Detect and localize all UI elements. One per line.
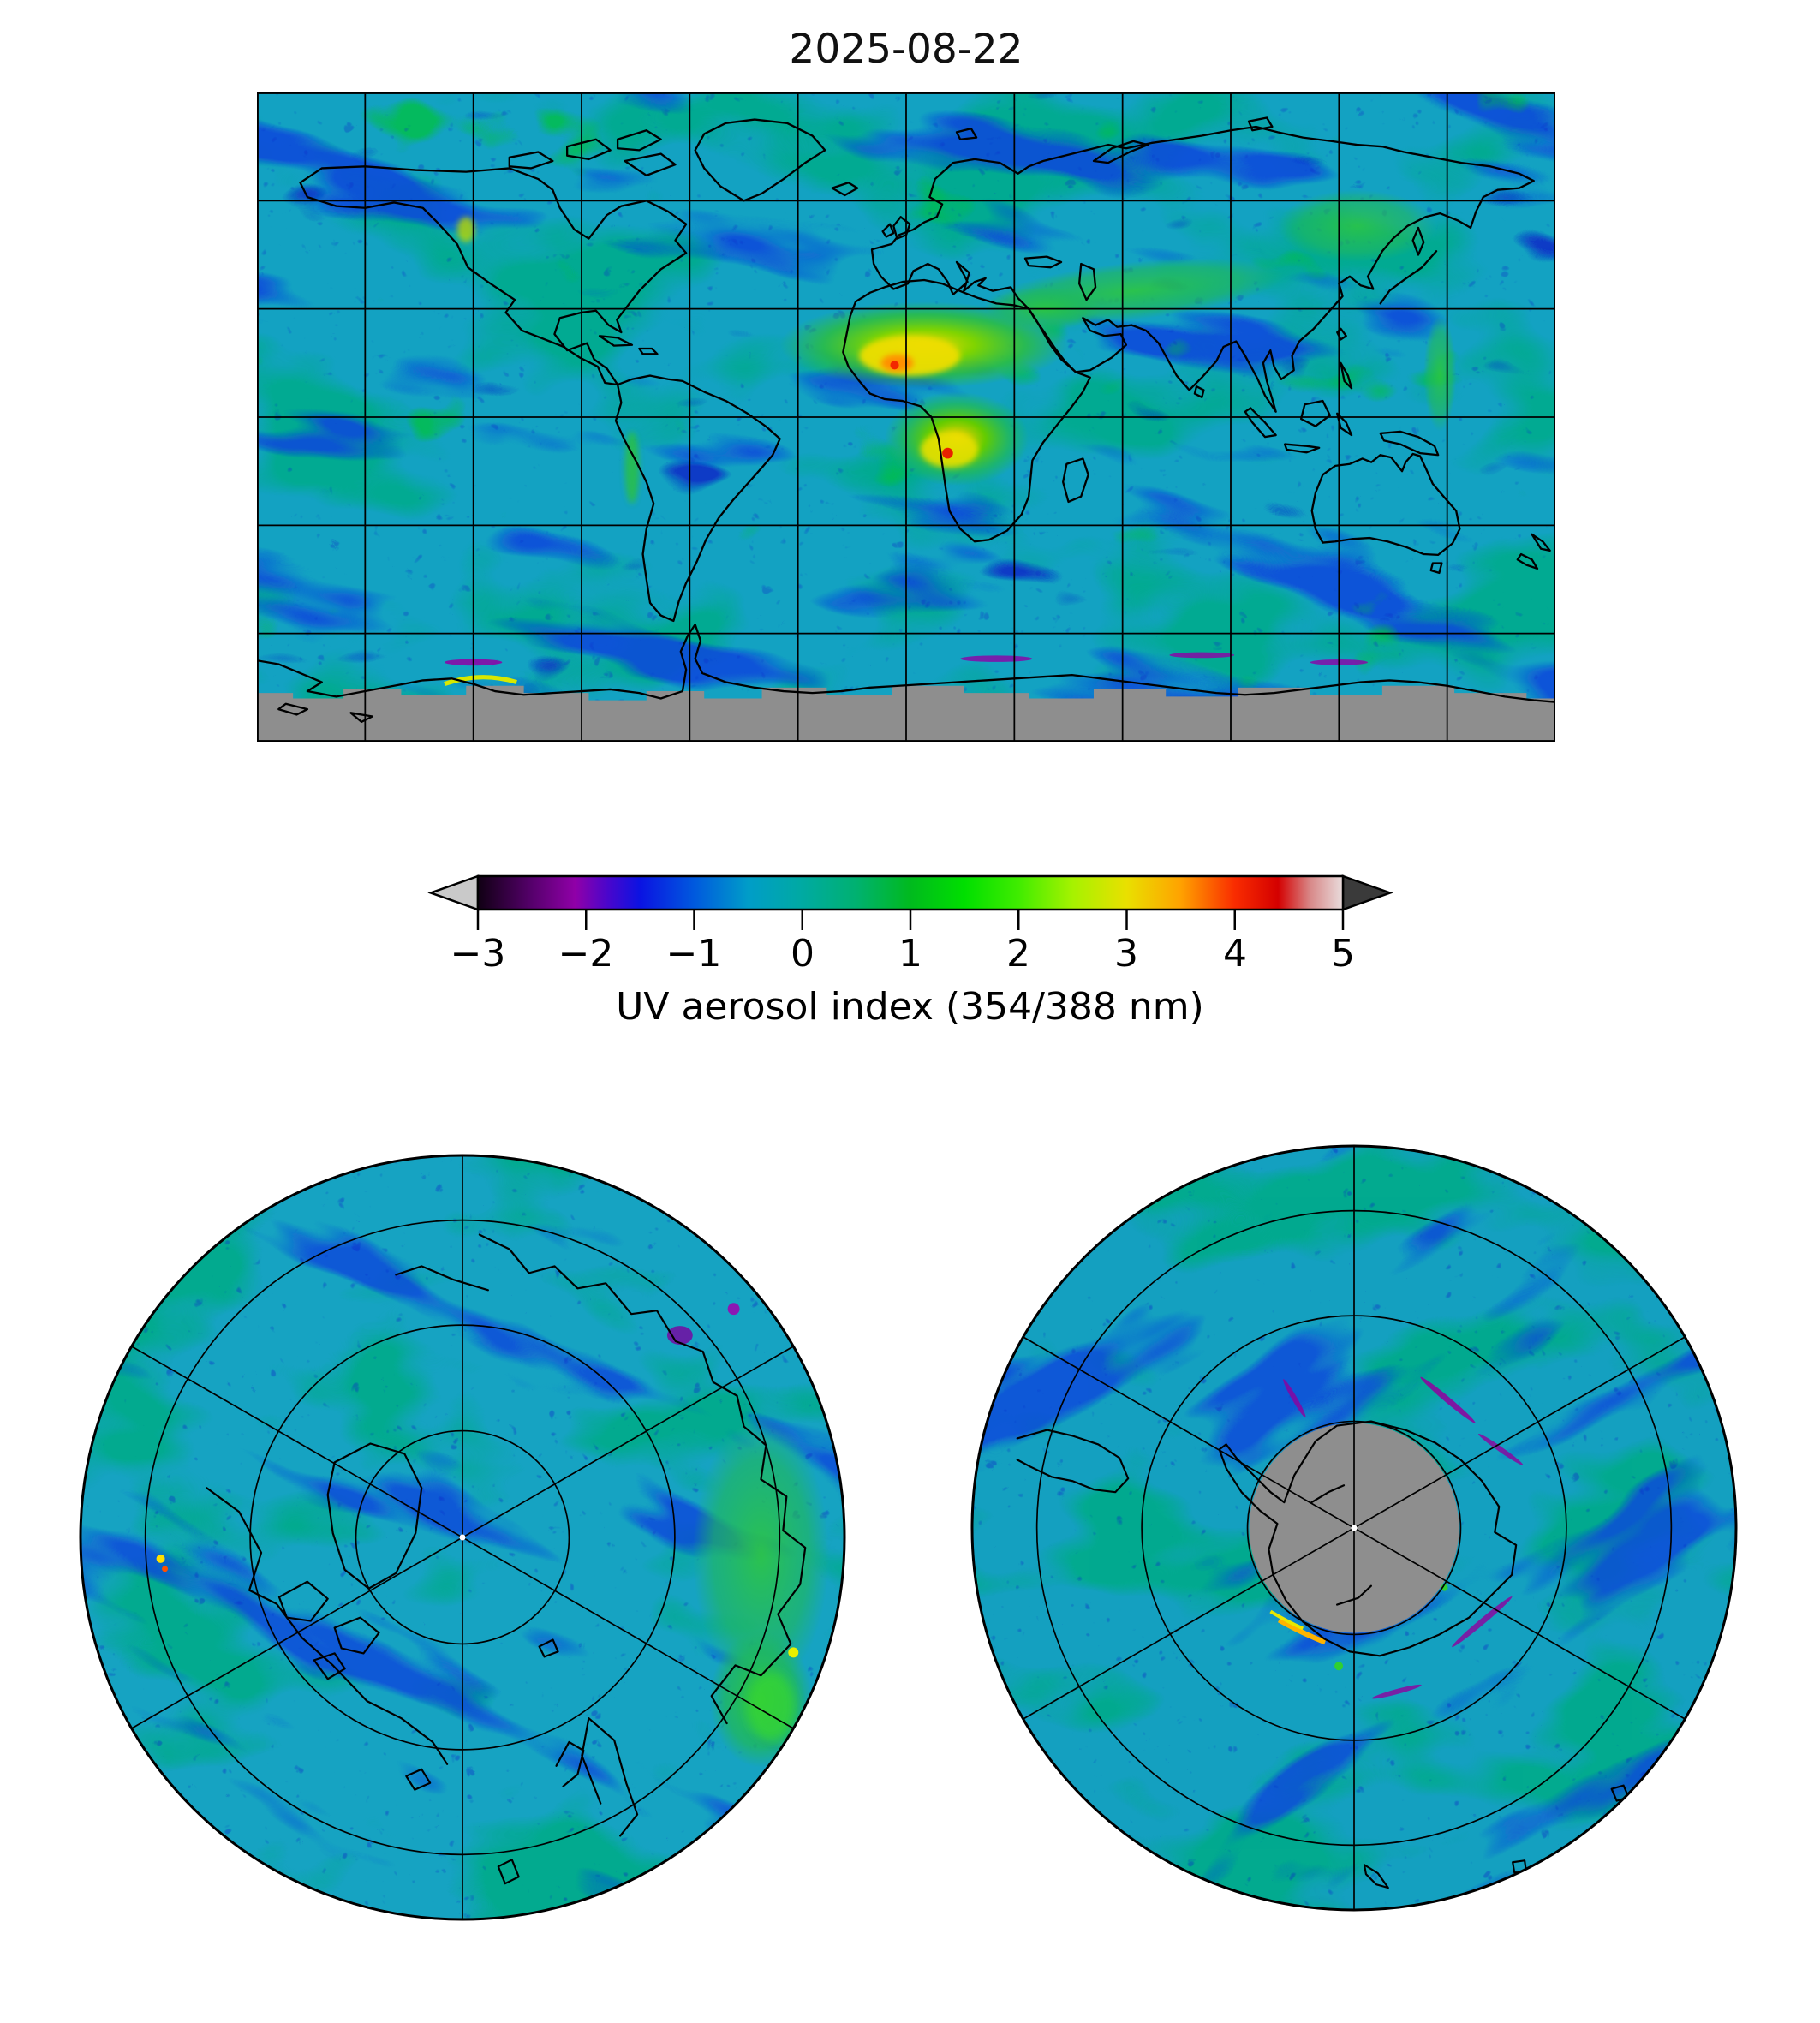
graticule <box>257 92 1555 742</box>
colorbar <box>427 874 1393 930</box>
south-polar-hotspots <box>1269 1376 1524 1699</box>
colorbar-tick-label: −1 <box>665 932 722 976</box>
south-polar-panel <box>970 1144 1738 1912</box>
pole-point <box>459 1534 466 1541</box>
colorbar-over-arrow <box>1341 874 1393 911</box>
colorbar-tick-label: 4 <box>1223 932 1247 976</box>
north-polar-rim <box>79 1154 846 1921</box>
antarctica-outline <box>1218 1420 1518 1657</box>
colorbar-tick-label: 2 <box>1006 932 1030 976</box>
north-polar-coastlines <box>206 1233 807 1885</box>
north-polar-panel <box>79 1154 846 1921</box>
colorbar-gradient-bar <box>476 874 1345 911</box>
antarctica-coastline <box>257 623 1555 703</box>
colorbar-tick-label: 1 <box>898 932 922 976</box>
colorbar-tick-label: 0 <box>791 932 815 976</box>
colorbar-tick-label: 3 <box>1114 932 1138 976</box>
pole-point <box>1351 1525 1358 1531</box>
colorbar-tick-label: −2 <box>558 932 614 976</box>
colorbar-tick-label: −3 <box>450 932 506 976</box>
colorbar-tick-marks <box>476 910 1345 930</box>
colorbar-tick-labels: −3 −2 −1 0 1 2 3 4 5 <box>420 932 1405 982</box>
figure-title: 2025-08-22 <box>789 26 1023 73</box>
colorbar-tick-label: 5 <box>1331 932 1355 976</box>
global-map-panel <box>257 92 1555 742</box>
colorbar-axis-label: UV aerosol index (354/388 nm) <box>616 985 1204 1029</box>
south-polar-rim <box>970 1144 1738 1912</box>
colorbar-under-arrow <box>427 874 480 911</box>
